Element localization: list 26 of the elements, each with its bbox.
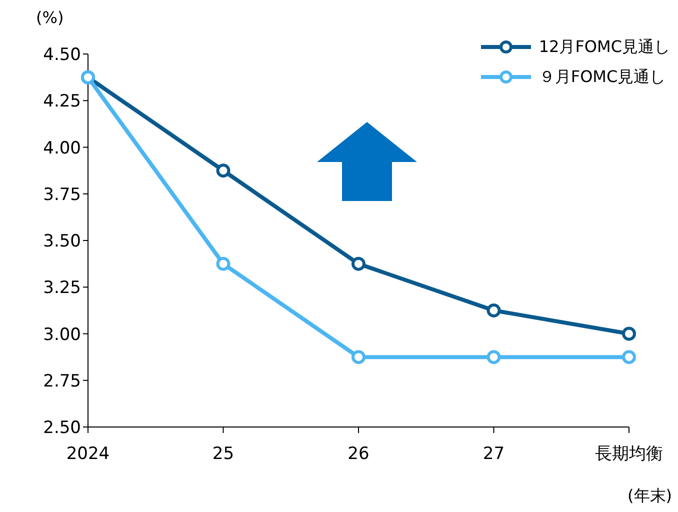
point <box>622 350 636 364</box>
y-tick-label: 4.25 <box>43 92 81 112</box>
y-tick-label: 4.00 <box>43 138 81 158</box>
point <box>486 303 501 318</box>
y-tick-label: 3.50 <box>43 232 81 252</box>
y-tick-label: 3.00 <box>43 324 81 345</box>
y-tick-label: 3.75 <box>43 184 81 205</box>
x-tick-label: 2024 <box>66 444 110 464</box>
y-tick-label: 2.50 <box>43 418 81 438</box>
point <box>622 326 636 341</box>
x-tick-label: 26 <box>348 444 370 464</box>
x-tick-label: 25 <box>212 444 234 464</box>
y-tick-label: 2.75 <box>43 371 81 392</box>
x-tick-label: 27 <box>482 444 505 464</box>
point <box>352 350 366 364</box>
point <box>352 256 366 271</box>
point <box>216 256 230 271</box>
x-tick-label: 長期均衡 <box>595 444 663 464</box>
legend-label: ９月FOMC見通し <box>538 66 666 88</box>
y-tick-label: 4.50 <box>43 45 81 66</box>
point <box>216 164 230 178</box>
point <box>486 350 501 364</box>
x-axis-title: (年末) <box>628 486 672 507</box>
legend-label: 12月FOMC見通し <box>538 36 670 58</box>
y-axis-title: (%) <box>36 8 64 27</box>
y-tick-label: 3.25 <box>43 278 81 298</box>
